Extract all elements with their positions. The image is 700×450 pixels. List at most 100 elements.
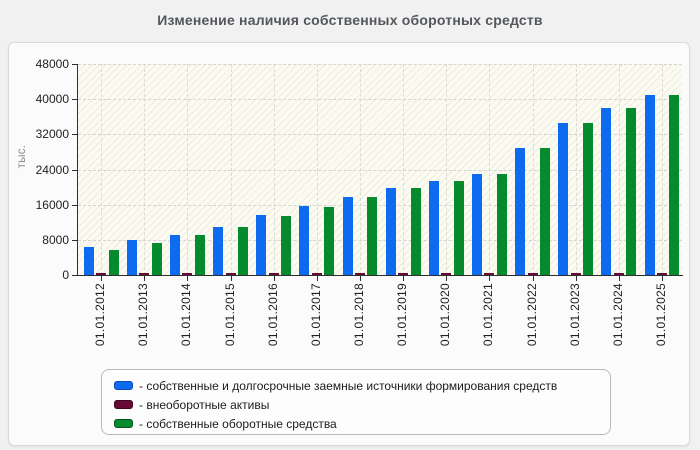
bar-01.01.2020-series0 [428,180,439,275]
bar-01.01.2016-series1 [268,273,279,275]
bar-01.01.2018-series1 [354,273,365,275]
bar-01.01.2022-series2 [539,148,550,275]
bar-01.01.2015-series0 [213,226,224,275]
x-axis-tick-label: 01.01.2024 [610,283,625,347]
y-axis-tick-label: 24000 [35,162,69,177]
legend-item-label: - внеоборотные активы [139,397,270,412]
bar-01.01.2018-series2 [367,197,378,275]
x-axis-tick [618,276,620,281]
legend-item: - собственные и долгосрочные заемные ист… [114,377,600,394]
horizontal-gridline [78,99,682,101]
legend-swatch-maroon [114,400,133,409]
bar-01.01.2024-series1 [613,273,624,275]
legend-swatch-blue [114,381,133,390]
horizontal-gridline [78,134,682,136]
horizontal-gridline [78,169,682,171]
x-axis-tick [661,276,663,281]
x-axis-tick [403,276,405,281]
bar-01.01.2021-series0 [472,173,482,275]
y-axis-tick-label: 16000 [35,197,69,212]
x-axis-tick-label: 01.01.2025 [653,283,668,347]
y-axis-tick-label: 40000 [35,92,69,107]
bar-01.01.2015-series1 [225,273,236,275]
x-axis-tick-label: 01.01.2023 [567,283,582,347]
legend-item: - внеоборотные активы [114,396,600,413]
x-axis-tick [230,276,232,281]
bar-01.01.2016-series0 [256,215,267,275]
x-axis-tick [273,276,275,281]
x-axis-tick-label: 01.01.2015 [222,283,237,347]
bar-01.01.2020-series1 [441,273,452,275]
x-axis-tick-label: 01.01.2016 [265,283,280,347]
horizontal-gridline [78,239,682,241]
x-axis-tick [101,276,103,281]
y-axis-tick [72,99,78,101]
bar-01.01.2012-series2 [108,249,119,275]
bar-01.01.2016-series2 [281,215,291,275]
bar-01.01.2023-series0 [558,122,569,275]
y-axis-tick [72,204,78,206]
bar-01.01.2013-series0 [126,240,137,275]
bar-01.01.2014-series0 [170,234,180,275]
chart-legend: - собственные и долгосрочные заемные ист… [101,369,611,435]
bar-01.01.2021-series2 [496,174,507,275]
y-axis-tick-label: 32000 [35,127,69,142]
bar-01.01.2024-series0 [601,108,612,275]
x-axis-line [77,275,683,276]
x-axis-tick [359,276,361,281]
bar-01.01.2012-series1 [96,273,107,275]
bar-01.01.2023-series2 [583,122,593,275]
bar-01.01.2013-series2 [151,242,162,275]
legend-item-label: - собственные и долгосрочные заемные ист… [139,378,558,393]
y-axis-tick-label: 0 [62,268,69,282]
x-axis-tick-label: 01.01.2019 [395,283,410,347]
bar-01.01.2022-series1 [527,273,538,275]
bar-01.01.2019-series0 [385,188,396,275]
x-axis-tick-label: 01.01.2021 [481,283,496,347]
bar-01.01.2013-series1 [139,273,150,275]
x-axis-tick [187,276,189,281]
bar-01.01.2019-series2 [410,188,421,275]
x-axis-tick-label: 01.01.2012 [93,283,108,347]
bar-01.01.2012-series0 [83,247,94,275]
bar-01.01.2025-series1 [656,273,667,275]
x-axis-tick-label: 01.01.2018 [351,283,366,347]
y-axis-tick [72,169,78,171]
bar-01.01.2022-series0 [515,148,526,275]
y-axis-tick [72,239,78,241]
x-axis-tick-label: 01.01.2013 [136,283,151,347]
bar-01.01.2021-series1 [484,273,495,275]
chart-title: Изменение наличия собственных оборотных … [157,12,543,28]
bar-01.01.2025-series2 [669,94,680,275]
horizontal-gridline [78,204,682,206]
legend-item: - собственные оборотные средства [114,415,600,432]
bar-01.01.2017-series0 [299,206,310,275]
x-axis-tick-label: 01.01.2017 [308,283,323,347]
bar-01.01.2023-series1 [570,273,581,275]
y-axis-tick-label: 48000 [35,57,69,71]
bar-01.01.2024-series2 [626,108,637,275]
chart-panel: тыс. 0 8000 16000 24000 32000 40000 48000 01.01… [8,42,690,446]
x-axis-tick [532,276,534,281]
y-axis-line [77,64,78,275]
y-axis-tick [72,64,78,65]
y-axis-tick [72,134,78,136]
bar-01.01.2018-series0 [342,196,353,275]
x-axis-tick-label: 01.01.2020 [438,283,453,347]
x-axis-tick [575,276,577,281]
bar-01.01.2014-series2 [194,235,205,275]
bar-01.01.2017-series1 [311,273,322,275]
x-axis-tick [489,276,491,281]
x-axis-tick-label: 01.01.2022 [524,283,539,347]
y-axis-tick [72,275,78,276]
x-axis-tick [144,276,146,281]
horizontal-gridline [78,64,682,65]
bar-01.01.2025-series0 [644,94,655,275]
bar-01.01.2019-series1 [398,273,409,275]
x-axis-tick [316,276,318,281]
bar-01.01.2014-series1 [182,273,193,275]
x-axis-tick [446,276,448,281]
bar-01.01.2017-series2 [324,207,335,275]
legend-swatch-green [114,419,133,428]
y-axis-tick-label: 8000 [42,232,69,247]
